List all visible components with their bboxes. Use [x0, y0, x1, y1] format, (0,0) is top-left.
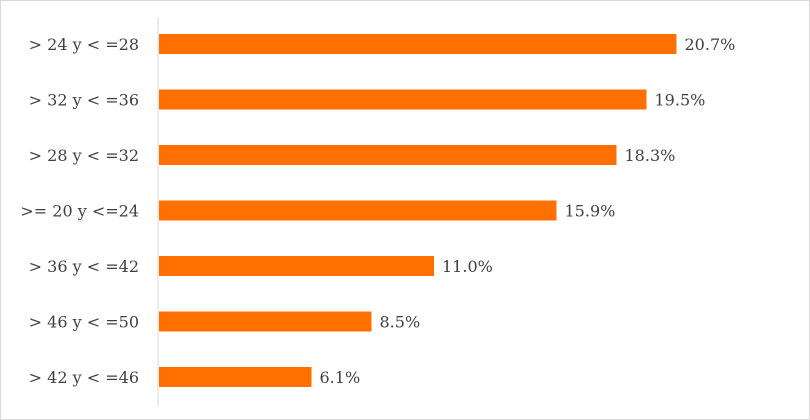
value-label-6: 6.1%: [320, 368, 361, 387]
category-label-4: > 36 y < =42: [29, 257, 139, 276]
value-labels-group: 20.7% 19.5% 18.3% 15.9% 11.0% 8.5% 6.1%: [320, 35, 736, 387]
value-label-5: 8.5%: [380, 313, 421, 332]
category-label-0: > 24 y < =28: [29, 35, 139, 54]
category-label-1: > 32 y < =36: [29, 91, 139, 110]
bar-1: [159, 89, 647, 110]
value-label-2: 18.3%: [625, 146, 676, 165]
value-label-1: 19.5%: [655, 91, 706, 110]
category-label-3: >= 20 y <=24: [20, 202, 139, 221]
bar-0: [159, 34, 677, 54]
category-label-2: > 28 y < =32: [29, 146, 139, 165]
value-label-3: 15.9%: [565, 202, 616, 221]
category-labels-group: > 24 y < =28 > 32 y < =36 > 28 y < =32 >= 2…: [20, 35, 139, 387]
bar-5: [159, 311, 372, 332]
bar-2: [159, 145, 617, 165]
value-label-0: 20.7%: [685, 35, 736, 54]
category-label-6: > 42 y < =46: [29, 368, 139, 387]
category-label-5: > 46 y < =50: [29, 313, 139, 332]
bar-4: [159, 256, 434, 276]
bars-group: [159, 34, 677, 387]
value-label-4: 11.0%: [442, 257, 493, 276]
bar-6: [159, 367, 312, 387]
bar-3: [159, 200, 557, 221]
